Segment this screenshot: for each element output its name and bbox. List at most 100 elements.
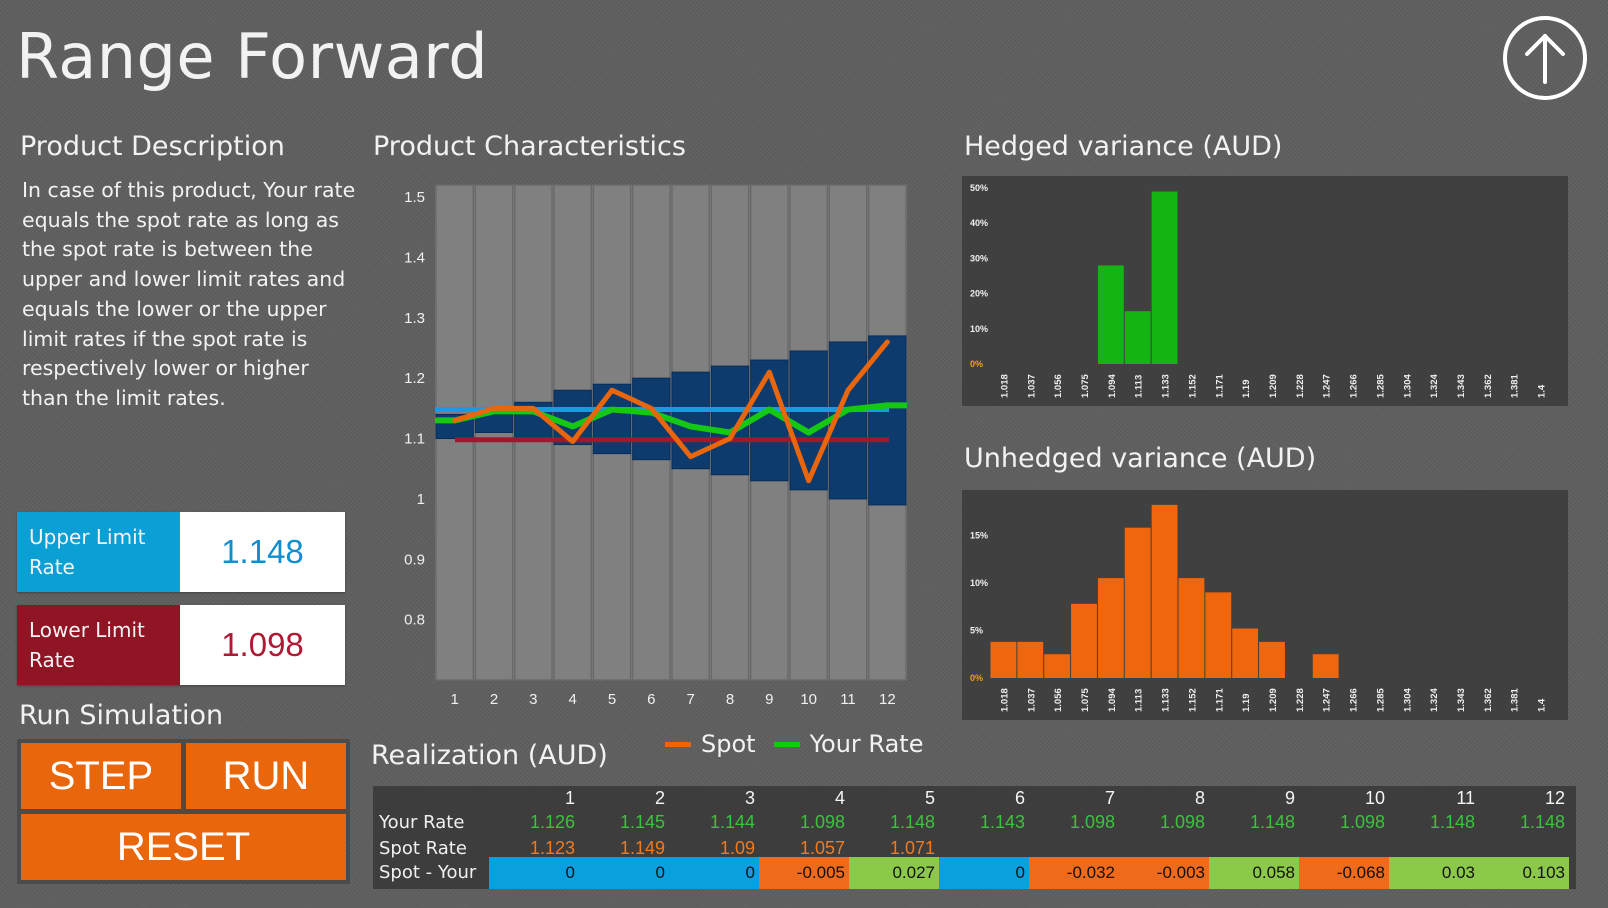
y-tick-label: 1 bbox=[417, 491, 425, 508]
step-button[interactable]: STEP bbox=[21, 743, 181, 809]
period-header: 4 bbox=[834, 788, 845, 808]
period-header: 5 bbox=[924, 788, 935, 808]
histogram-bar bbox=[1178, 578, 1205, 678]
y-tick-label: 1.1 bbox=[404, 431, 425, 448]
x-tick-label: 3 bbox=[529, 691, 537, 708]
realization-table: 1 2 3 4 5 6 7 8 9 10 11 12 Your Rate 1.126 1.145 1.144 1… bbox=[373, 786, 1576, 889]
histogram-bar bbox=[1151, 191, 1178, 364]
x-tick-label: 1.133 bbox=[1161, 374, 1172, 398]
your-rate-row: Your Rate 1.126 1.145 1.144 1.098 1.148 1.143 1… bbox=[373, 810, 1576, 836]
x-tick-label: 6 bbox=[647, 691, 655, 708]
difference-cell: 0.058 bbox=[1209, 857, 1299, 889]
your-rate-cell: 1.098 bbox=[799, 812, 845, 832]
y-tick-label: 40% bbox=[970, 218, 988, 228]
difference-cell: 0 bbox=[579, 857, 669, 889]
hedged-variance-svg: 50% 40% 30% 20% 10% 0% 1.018 1.037 1.056 1.075 1.0… bbox=[970, 183, 1548, 399]
y-tick-label: 5% bbox=[970, 625, 983, 635]
difference-cell: -0.005 bbox=[759, 857, 849, 889]
x-tick-label: 1.266 bbox=[1349, 688, 1360, 712]
row-label-spot-rate: Spot Rate bbox=[379, 838, 467, 859]
upper-limit-box: Upper Limit Rate 1.148 bbox=[17, 512, 345, 592]
x-tick-label: 1.228 bbox=[1295, 374, 1306, 398]
your-rate-cell: 1.148 bbox=[1249, 812, 1295, 832]
simulation-panel: STEP RUN RESET bbox=[17, 739, 350, 884]
histogram-bar bbox=[1097, 265, 1124, 364]
period-header: 11 bbox=[1456, 788, 1475, 808]
legend-item-spot: Spot bbox=[665, 730, 756, 758]
your-rate-cell: 1.098 bbox=[1339, 812, 1385, 832]
x-tick-label: 2 bbox=[490, 691, 498, 708]
x-tick-label: 7 bbox=[686, 691, 694, 708]
period-header: 9 bbox=[1284, 788, 1295, 808]
your-rate-cell: 1.144 bbox=[709, 812, 755, 832]
period-header: 3 bbox=[744, 788, 755, 808]
legend-item-your-rate: Your Rate bbox=[773, 730, 924, 758]
x-tick-label: 1.4 bbox=[1537, 698, 1548, 712]
difference-cell: 0.027 bbox=[849, 857, 939, 889]
x-tick-label: 1.324 bbox=[1429, 374, 1440, 398]
lower-limit-label: Lower Limit Rate bbox=[17, 605, 180, 685]
your-rate-cell: 1.148 bbox=[1429, 812, 1475, 832]
realization-title: Realization (AUD) bbox=[371, 740, 608, 771]
period-header: 7 bbox=[1104, 788, 1115, 808]
your-rate-cell: 1.126 bbox=[529, 812, 575, 832]
difference-cell: 0 bbox=[489, 857, 579, 889]
y-tick-label: 10% bbox=[970, 324, 988, 334]
scroll-top-button[interactable] bbox=[1503, 16, 1587, 100]
y-tick-label: 0% bbox=[970, 359, 983, 369]
x-tick-label: 1.304 bbox=[1402, 688, 1413, 712]
unhedged-variance-svg: 15% 10% 5% 0% 1.018 1.037 1.056 1.075 1.094 1.113… bbox=[970, 504, 1548, 713]
spot-rate-cell: 1.071 bbox=[889, 838, 935, 858]
x-tick-label: 1.056 bbox=[1053, 688, 1064, 712]
histogram-bar bbox=[1124, 527, 1151, 678]
upper-limit-label: Upper Limit Rate bbox=[17, 512, 180, 592]
x-tick-label: 1.19 bbox=[1241, 694, 1252, 713]
x-tick-label: 1.113 bbox=[1134, 375, 1145, 398]
reset-button[interactable]: RESET bbox=[21, 814, 346, 880]
y-tick-label: 15% bbox=[970, 530, 988, 540]
lower-limit-box: Lower Limit Rate 1.098 bbox=[17, 605, 345, 685]
y-tick-label: 30% bbox=[970, 253, 988, 263]
x-tick-label: 1.018 bbox=[999, 374, 1010, 398]
x-tick-label: 1.209 bbox=[1268, 688, 1279, 712]
histogram-bar bbox=[1124, 311, 1151, 364]
product-characteristics-title: Product Characteristics bbox=[373, 131, 686, 162]
y-tick-label: 1.3 bbox=[404, 310, 425, 327]
difference-cell: 0 bbox=[669, 857, 759, 889]
run-simulation-title: Run Simulation bbox=[19, 700, 224, 731]
x-tick-label: 1.018 bbox=[999, 688, 1010, 712]
difference-cell: -0.032 bbox=[1029, 857, 1119, 889]
histogram-bar bbox=[1205, 592, 1232, 678]
x-tick-label: 1.266 bbox=[1349, 374, 1360, 398]
upper-limit-value[interactable]: 1.148 bbox=[180, 512, 345, 592]
your-rate-line bbox=[435, 402, 907, 436]
your-rate-cell: 1.148 bbox=[889, 812, 935, 832]
y-tick-label: 0% bbox=[970, 673, 983, 683]
x-tick-label: 12 bbox=[879, 691, 896, 708]
lower-limit-value[interactable]: 1.098 bbox=[180, 605, 345, 685]
legend-label-your-rate: Your Rate bbox=[809, 730, 924, 758]
product-characteristics-chart: 1 2 3 4 5 6 7 8 9 10 11 121.51.41.31.21.110.90.8 bbox=[404, 184, 907, 708]
row-label-spot-minus-your: Spot - Your bbox=[379, 862, 477, 883]
x-tick-label: 11 bbox=[840, 691, 856, 708]
your-rate-cell: 1.098 bbox=[1069, 812, 1115, 832]
x-tick-label: 1.094 bbox=[1107, 374, 1118, 398]
arrow-up-circle-icon bbox=[1525, 34, 1565, 84]
histogram-bar bbox=[1044, 654, 1071, 678]
x-tick-label: 1.362 bbox=[1483, 688, 1494, 712]
spot-minus-your-row: Spot - Your 0 0 0 -0.005 0.027 0 -0.032 -0.003 0.… bbox=[373, 857, 1576, 889]
x-tick-label: 1.19 bbox=[1241, 380, 1252, 399]
difference-cell: -0.003 bbox=[1119, 857, 1209, 889]
histogram-bar bbox=[1312, 654, 1339, 678]
x-tick-label: 1.209 bbox=[1268, 374, 1279, 398]
x-tick-label: 10 bbox=[800, 691, 817, 708]
run-button[interactable]: RUN bbox=[186, 743, 346, 809]
x-tick-label: 1.056 bbox=[1053, 374, 1064, 398]
x-tick-label: 8 bbox=[726, 691, 734, 708]
range-band bbox=[789, 350, 828, 491]
y-tick-label: 1.2 bbox=[404, 370, 425, 387]
unhedged-variance-title: Unhedged variance (AUD) bbox=[964, 443, 1317, 474]
hedged-variance-chart: 50% 40% 30% 20% 10% 0% 1.018 1.037 1.056 1.075 1.0… bbox=[962, 176, 1568, 406]
period-header: 2 bbox=[654, 788, 665, 808]
x-tick-label: 1.094 bbox=[1107, 688, 1118, 712]
